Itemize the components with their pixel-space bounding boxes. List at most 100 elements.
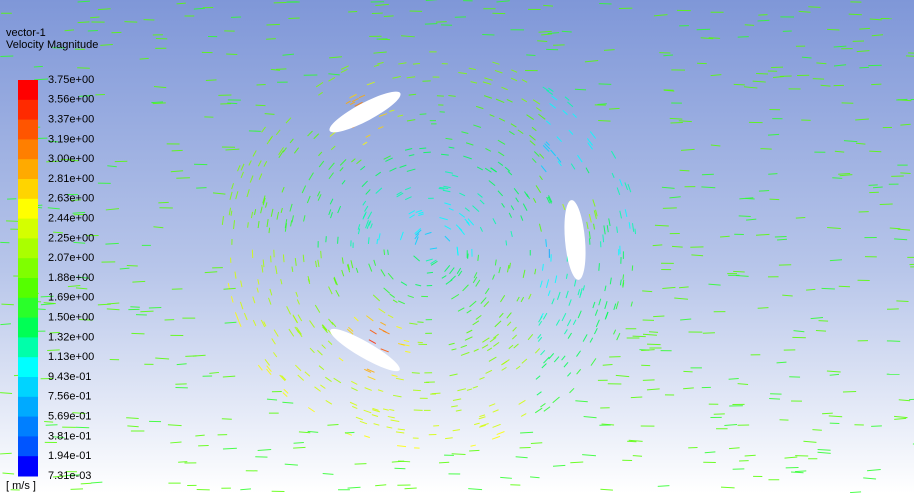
vector-arrow (368, 212, 372, 219)
vector-arrow (272, 338, 276, 344)
vector-arrow (516, 457, 528, 458)
vector-arrow (523, 270, 525, 278)
vector-arrow (631, 397, 642, 398)
vector-arrow (799, 11, 811, 12)
vector-arrow (451, 406, 458, 407)
vector-arrow (329, 57, 342, 58)
vector-arrow (266, 24, 279, 25)
vector-arrow (98, 9, 111, 10)
vector-arrow (834, 65, 846, 66)
legend-label: 3.00e+00 (48, 153, 94, 165)
vector-arrow (631, 302, 632, 307)
vector-arrow (304, 215, 305, 221)
vector-arrow (655, 225, 669, 226)
vector-arrow (351, 381, 357, 384)
vector-arrow (373, 295, 380, 301)
vector-arrow (294, 148, 298, 154)
vector-arrow (607, 225, 608, 232)
vector-arrow (839, 286, 850, 287)
vector-arrow (231, 211, 232, 216)
vector-arrow (294, 442, 304, 443)
vector-arrow (873, 187, 883, 188)
vector-arrow (154, 86, 166, 87)
vector-arrow (276, 266, 277, 274)
vector-arrow (511, 124, 517, 127)
vector-arrow (132, 281, 145, 282)
vector-arrow (827, 371, 841, 372)
vector-arrow (241, 164, 244, 171)
vector-arrow (445, 172, 453, 173)
vector-arrow (663, 208, 677, 209)
vector-arrow (178, 462, 187, 463)
vector-arrow (529, 135, 535, 140)
vector-arrow (331, 212, 333, 218)
vector-arrow (384, 249, 385, 254)
vector-arrow (258, 365, 262, 370)
vector-arrow (267, 219, 268, 227)
vector-arrow (469, 301, 476, 307)
vector-arrow (818, 449, 831, 450)
vector-arrow (378, 390, 383, 392)
vector-arrow (350, 102, 355, 105)
vector-arrow (524, 192, 528, 197)
vector-arrow (397, 446, 406, 447)
vector-arrow (894, 418, 906, 419)
vector-arrow (426, 0, 438, 1)
vector-arrow (604, 225, 605, 234)
vector-arrow (506, 240, 507, 245)
vector-arrow (489, 357, 496, 361)
vector-arrow (691, 255, 703, 256)
vector-arrow (489, 404, 495, 407)
vector-arrow (499, 118, 505, 121)
vector-arrow (756, 73, 768, 74)
vector-arrow (701, 187, 715, 188)
vector-arrow (573, 114, 577, 118)
vector-arrow (571, 164, 575, 170)
vector-arrow (596, 320, 599, 327)
vector-arrow (223, 448, 237, 449)
vector-arrow (478, 255, 479, 261)
vector-arrow (575, 89, 586, 90)
vector-arrow (535, 408, 542, 413)
vector-arrow (663, 55, 673, 56)
vector-arrow (249, 131, 261, 132)
vector-arrow (548, 88, 553, 91)
vector-arrow (409, 215, 414, 218)
vector-arrow (364, 436, 370, 438)
vector-arrow (276, 130, 280, 135)
vector-arrow (540, 281, 542, 288)
vector-arrow (679, 121, 692, 122)
vector-arrow (587, 138, 592, 145)
vector-arrow (594, 224, 595, 230)
legend-label: 1.13e+00 (48, 351, 94, 363)
vector-arrow (535, 269, 536, 274)
vector-arrow (899, 400, 910, 401)
vector-arrow (517, 297, 519, 301)
vector-arrow (240, 489, 251, 490)
vector-arrow (388, 250, 389, 255)
vector-arrow (492, 62, 499, 64)
vector-arrow (480, 200, 484, 204)
vector-arrow (356, 417, 363, 420)
vector-arrow (625, 182, 628, 189)
vector-arrow (540, 403, 545, 407)
vector-arrow (769, 398, 780, 399)
vector-arrow (538, 114, 545, 119)
vector-arrow (213, 193, 225, 194)
vector-arrow (512, 335, 516, 339)
color-band (18, 278, 38, 298)
vector-arrow (253, 297, 255, 304)
legend-label: 1.94e-01 (48, 450, 91, 462)
vector-arrow (407, 169, 416, 171)
vector-arrow (283, 254, 284, 262)
vector-arrow (567, 373, 570, 377)
vector-arrow (414, 256, 420, 261)
vector-arrow (670, 122, 682, 123)
vector-arrow (374, 424, 380, 426)
vector-arrow (302, 186, 305, 193)
vector-arrow (366, 189, 371, 194)
vector-arrow (697, 29, 711, 30)
vector-arrow (616, 301, 618, 309)
vector-arrow (822, 413, 833, 414)
vector-arrow (209, 372, 219, 373)
